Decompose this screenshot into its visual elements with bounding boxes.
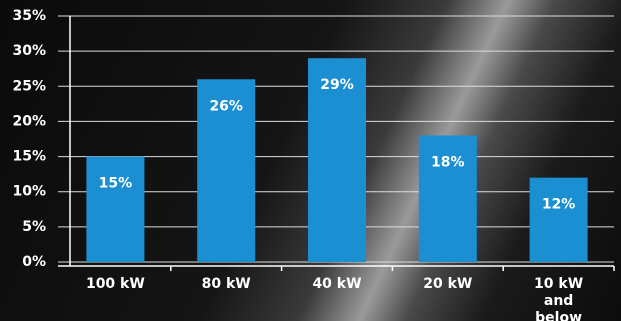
x-tick-label: 40 kW <box>312 276 362 292</box>
y-tick-label: 15% <box>12 149 46 165</box>
y-tick-label: 10% <box>12 184 46 200</box>
y-tick-label: 0% <box>22 254 46 270</box>
x-tick-label: 10 kW and below <box>534 276 584 321</box>
bar <box>529 177 588 262</box>
x-tick-label: 100 kW <box>85 276 145 292</box>
value-label: 26% <box>209 98 243 114</box>
y-tick-label: 25% <box>12 78 46 94</box>
bar <box>308 58 366 262</box>
x-tick-label: 20 kW <box>423 276 473 292</box>
bar <box>418 135 477 262</box>
y-tick-label: 5% <box>22 219 46 235</box>
value-label: 29% <box>320 77 354 93</box>
y-tick-label: 20% <box>12 113 46 129</box>
value-label: 18% <box>431 154 465 170</box>
y-tick-label: 35% <box>12 8 46 24</box>
bar <box>86 156 145 262</box>
bar <box>197 79 256 262</box>
x-tick-label: 80 kW <box>201 276 251 292</box>
y-tick-label: 30% <box>12 43 46 59</box>
value-label: 15% <box>99 176 133 192</box>
value-label: 12% <box>542 197 576 213</box>
